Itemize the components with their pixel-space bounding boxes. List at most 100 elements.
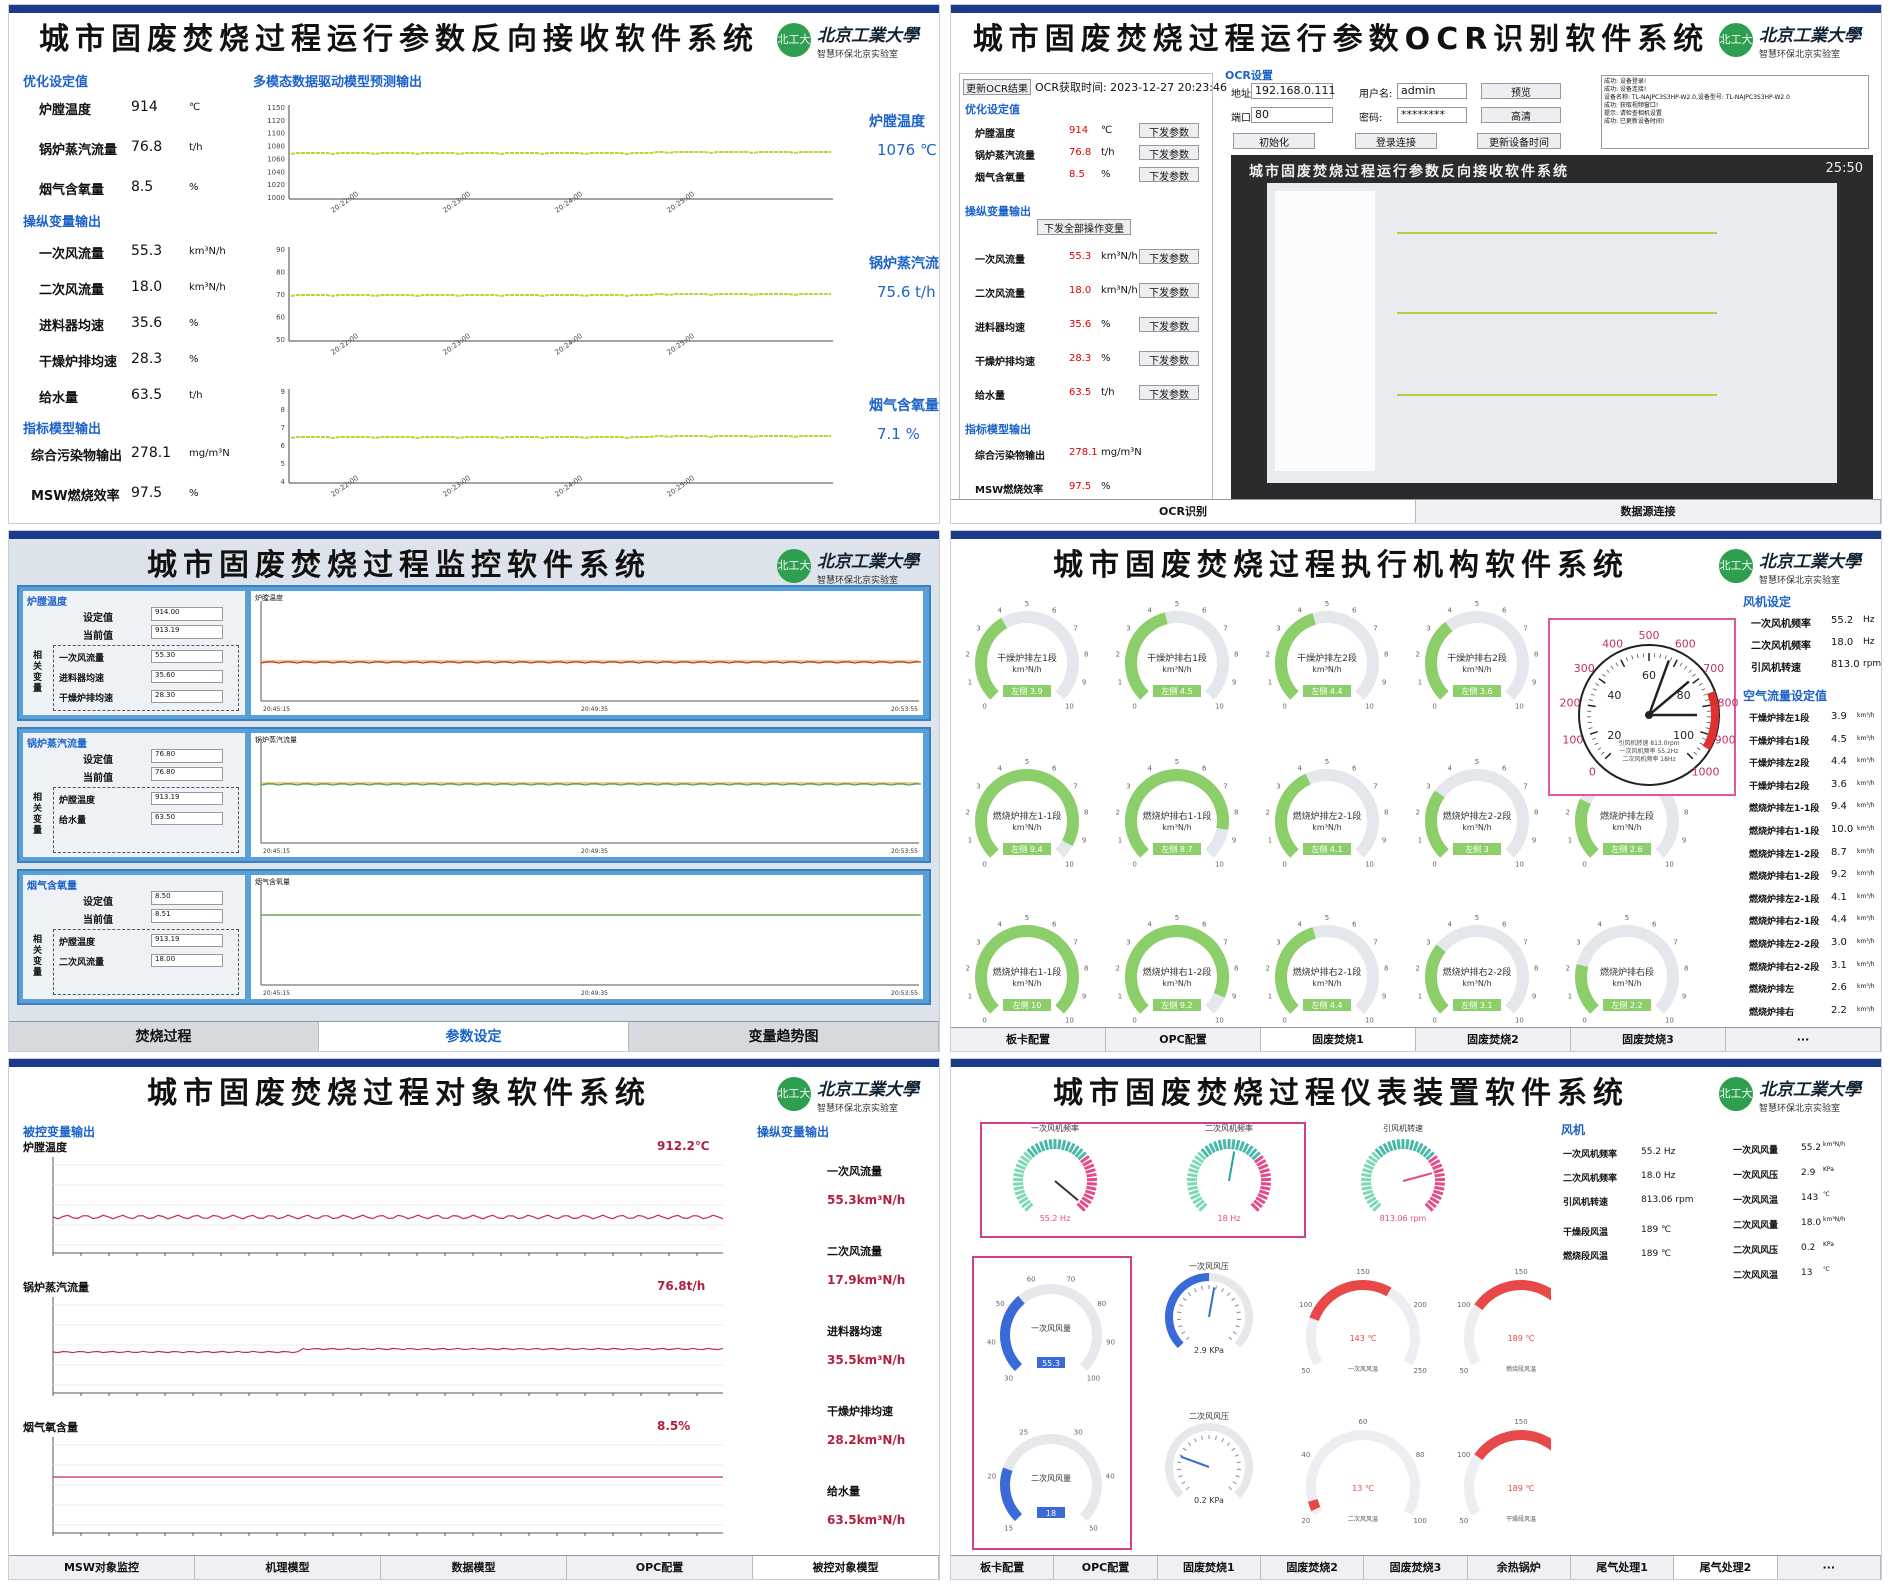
tab-0[interactable]: 焚烧过程: [9, 1022, 319, 1051]
gauge-value-box: [1153, 685, 1201, 697]
tab-bar: OCR识别 数据源连接: [951, 499, 1881, 523]
logo-sub: 智慧环保北京实验室: [1759, 1104, 1841, 1114]
tab-1[interactable]: OPC配置: [1106, 1028, 1261, 1051]
tab-0[interactable]: MSW对象监控: [9, 1556, 195, 1579]
air-unit: km³/h: [1857, 734, 1875, 742]
gauge-tick-label: 6: [1202, 607, 1207, 615]
prediction-line: [290, 293, 831, 298]
tab-6[interactable]: 尾气处理1: [1571, 1556, 1675, 1579]
dial-outer-label: 300: [1574, 662, 1595, 675]
gauge-tick-label: 7: [1373, 783, 1377, 791]
tab-2[interactable]: 固废焚烧1: [1261, 1028, 1416, 1051]
gauge-tick-label: 10: [1065, 860, 1074, 868]
tab-1[interactable]: 参数设定: [319, 1022, 629, 1051]
tab-5[interactable]: 余热锅炉: [1468, 1556, 1571, 1579]
tab-1[interactable]: 数据源连接: [1416, 500, 1881, 523]
current-label: 当前值: [83, 631, 113, 642]
tab-7[interactable]: 尾气处理2: [1674, 1556, 1778, 1579]
gauge-tick-label: 30: [1004, 1374, 1013, 1382]
y-tick-label: 1120: [267, 117, 285, 125]
logo-sub: 智慧环保北京实验室: [817, 50, 899, 60]
gauge-fill: [975, 925, 1079, 1014]
gauge-tick-label: 6: [1052, 921, 1057, 929]
send-param-button[interactable]: 下发参数: [1139, 385, 1199, 401]
dial-legend: 二次风机频率 18Hz: [1622, 755, 1675, 763]
tab-4[interactable]: 固废焚烧3: [1364, 1556, 1468, 1579]
gauge-tick: [1189, 1163, 1201, 1171]
param-value: 914: [131, 99, 158, 115]
send-param-button[interactable]: 下发参数: [1139, 167, 1199, 183]
password-input[interactable]: ********: [1397, 107, 1467, 123]
gauge-tick-label: 2: [1116, 809, 1120, 817]
tab-3[interactable]: OPC配置: [567, 1556, 753, 1579]
send-param-button[interactable]: 下发参数: [1139, 351, 1199, 367]
tab-4[interactable]: 固废焚烧3: [1571, 1028, 1726, 1051]
tab-1[interactable]: OPC配置: [1054, 1556, 1158, 1579]
gauge-tick-label: 8: [1084, 809, 1088, 817]
refresh-ocr-button[interactable]: 更新OCR结果: [963, 79, 1031, 95]
gauge-tick: [1064, 1141, 1071, 1152]
gauge-tick-label: 50: [996, 1300, 1005, 1308]
gauge-tick-label: 8: [1234, 651, 1238, 659]
send-param-button[interactable]: 下发参数: [1139, 283, 1199, 299]
tab-2[interactable]: 固废焚烧1: [1158, 1556, 1261, 1579]
trend-svg: 20:45:15 20:49:35 20:53:55: [260, 885, 921, 997]
x-tick-label: 20:25:00: [666, 190, 696, 215]
gauge-value: 左侧 3.6: [1461, 686, 1492, 696]
setpoint-field[interactable]: 914.00: [151, 607, 223, 621]
gauge-tick-label: 5: [1025, 914, 1029, 922]
tab-0[interactable]: 板卡配置: [951, 1028, 1106, 1051]
gauge-tick: [1431, 1163, 1443, 1171]
gauge-tick-label: 8: [1534, 651, 1538, 659]
init-button[interactable]: 初始化: [1233, 133, 1315, 149]
tab-3[interactable]: 固废焚烧2: [1261, 1556, 1365, 1579]
gauge-tick: [1071, 1145, 1080, 1156]
gauge-tick-label: 40: [1106, 1473, 1115, 1481]
gauge-tick-label: 0: [982, 702, 986, 710]
y-tick-label: 4: [281, 478, 286, 486]
login-button[interactable]: 登录连接: [1355, 133, 1437, 149]
tab-0[interactable]: 板卡配置: [951, 1556, 1055, 1579]
gauge-tick: [1412, 1141, 1419, 1152]
update-time-button[interactable]: 更新设备时间: [1477, 133, 1561, 149]
gauge-tick-label: 80: [1097, 1300, 1106, 1308]
send-param-button[interactable]: 下发参数: [1139, 317, 1199, 333]
gauge-tick-label: 50: [1459, 1517, 1468, 1525]
air-value: 4.5: [1831, 733, 1847, 745]
username-input[interactable]: admin: [1397, 83, 1467, 99]
setpoint-field[interactable]: 8.50: [151, 891, 223, 905]
hd-button[interactable]: 高清: [1481, 107, 1561, 123]
setpoint-field[interactable]: 76.80: [151, 749, 223, 763]
section-ocr-settings: OCR设置: [1225, 69, 1273, 82]
tab-2[interactable]: 变量趋势图: [629, 1022, 939, 1051]
ocr-value: 278.1: [1069, 447, 1098, 458]
tab-8[interactable]: ···: [1778, 1556, 1881, 1579]
gauge-fill: [1474, 1430, 1551, 1461]
tab-1[interactable]: 机理模型: [195, 1556, 381, 1579]
tab-4[interactable]: 被控对象模型: [753, 1556, 939, 1579]
control-value: 17.9km³N/h: [827, 1273, 906, 1287]
param-value: 97.5: [131, 485, 163, 501]
tab-0[interactable]: OCR识别: [951, 500, 1416, 523]
gauge-tick-label: 6: [1502, 607, 1507, 615]
send-param-button[interactable]: 下发参数: [1139, 249, 1199, 265]
gauge-value-box: [1303, 685, 1351, 697]
gauge-unit: km³N/h: [1012, 665, 1041, 674]
port-input[interactable]: 80: [1251, 107, 1333, 123]
tab-2[interactable]: 数据模型: [381, 1556, 567, 1579]
x-tick-label: 20:24:00: [554, 332, 584, 357]
gauge-tick-label: 4: [998, 607, 1003, 615]
send-param-button[interactable]: 下发参数: [1139, 123, 1199, 139]
address-input[interactable]: 192.168.0.111: [1251, 83, 1335, 99]
preview-button[interactable]: 预览: [1481, 83, 1561, 99]
tab-5[interactable]: ···: [1726, 1028, 1881, 1051]
ocr-unit: %: [1101, 169, 1111, 180]
gauge-tick: [1365, 1159, 1376, 1167]
logo-emblem-icon: 北工大: [1719, 549, 1753, 583]
window-titlebar: [951, 531, 1881, 539]
tab-3[interactable]: 固废焚烧2: [1416, 1028, 1571, 1051]
send-param-button[interactable]: 下发参数: [1139, 145, 1199, 161]
gauge-tick: [1201, 1435, 1203, 1440]
gauge-tick-label: 2: [1116, 651, 1120, 659]
send-all-button[interactable]: 下发全部操作变量: [1037, 219, 1131, 235]
